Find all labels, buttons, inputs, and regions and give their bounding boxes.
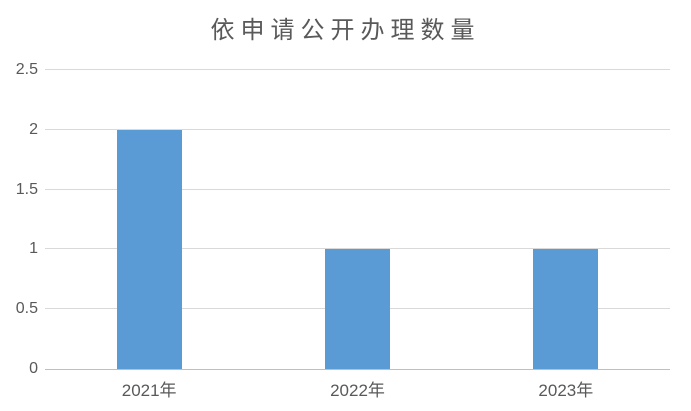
gridline	[45, 248, 670, 250]
x-axis-label: 2021年	[121, 381, 177, 400]
y-axis-tick-label: 0	[29, 360, 38, 377]
y-axis-tick-label: 0.5	[15, 300, 38, 318]
gridline	[45, 188, 670, 190]
x-axis-label: 2023年	[538, 381, 594, 400]
x-axis-label: 2022年	[330, 381, 385, 400]
y-axis-tick-label: 2	[29, 120, 38, 138]
gridline	[45, 128, 670, 130]
y-axis-tick-label: 2.5	[15, 61, 38, 78]
y-axis-tick-label: 1.5	[15, 180, 38, 198]
bar-2022年	[325, 249, 390, 369]
plot-area	[45, 69, 670, 370]
bar-2023年	[533, 249, 599, 369]
x-axis: 2021年 2022年 2023年	[45, 376, 670, 400]
y-axis: 0 0.5 1 1.5 2 2.5	[0, 62, 38, 377]
gridline	[45, 69, 670, 70]
chart-title: 依申请公开办理数量	[210, 18, 481, 44]
y-axis-tick-label: 1	[29, 240, 38, 258]
bar-2021年	[116, 129, 182, 369]
